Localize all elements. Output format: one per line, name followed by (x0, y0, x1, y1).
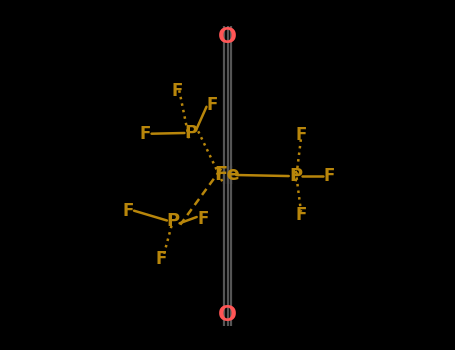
Text: Fe: Fe (215, 166, 240, 184)
Text: P: P (167, 211, 180, 230)
Text: P: P (289, 167, 302, 185)
Text: F: F (197, 210, 209, 228)
Text: P: P (184, 124, 197, 142)
Text: F: F (122, 202, 133, 220)
Text: F: F (324, 167, 335, 185)
Text: F: F (140, 125, 151, 143)
Text: F: F (155, 250, 167, 268)
Text: F: F (171, 82, 182, 100)
Text: F: F (295, 206, 307, 224)
Text: O: O (218, 305, 237, 325)
Text: O: O (218, 27, 237, 47)
Text: F: F (206, 96, 217, 114)
Text: F: F (295, 126, 307, 144)
